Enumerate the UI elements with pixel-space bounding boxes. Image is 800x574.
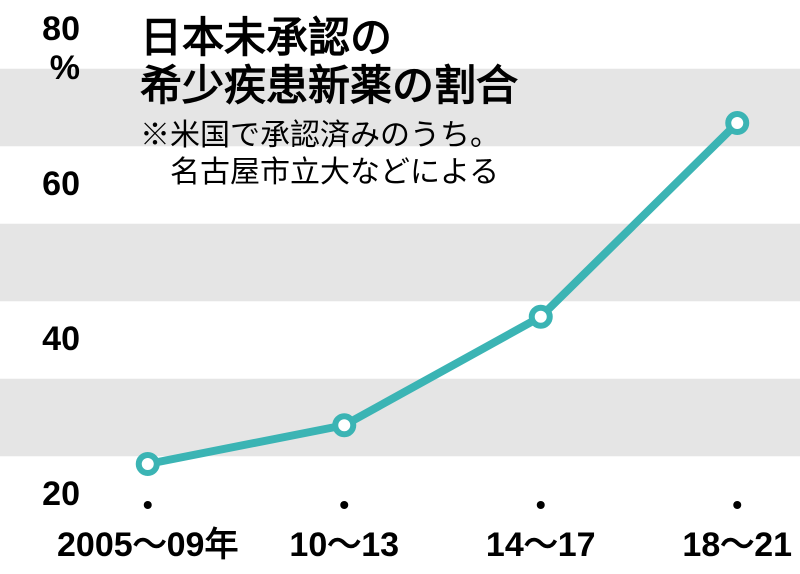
line-chart: 日本未承認の 希少疾患新薬の割合 ※米国で承認済みのうち。 名古屋市立大などによ… <box>0 0 800 574</box>
chart-subtitle: ※米国で承認済みのうち。 名古屋市立大などによる <box>140 117 500 192</box>
y-unit-label: % <box>10 49 80 88</box>
chart-title: 日本未承認の 希少疾患新薬の割合 <box>140 14 518 111</box>
x-tick-label: 14〜17 <box>431 517 651 566</box>
data-marker <box>335 416 353 434</box>
data-marker <box>728 114 746 132</box>
title-line-2: 希少疾患新薬の割合 <box>140 62 518 110</box>
subtitle-line-2: 名古屋市立大などによる <box>140 154 500 192</box>
grid-band <box>0 224 800 302</box>
y-tick-label: 40 <box>10 320 80 359</box>
y-tick-label: 60 <box>10 165 80 204</box>
x-tick-dot <box>144 501 152 509</box>
y-tick-label: 80 <box>10 10 80 49</box>
y-tick-label: 20 <box>10 475 80 514</box>
x-tick-label: 10〜13 <box>234 517 454 566</box>
subtitle-line-1: ※米国で承認済みのうち。 <box>140 117 500 155</box>
x-tick-dot <box>340 501 348 509</box>
x-tick-label: 2005〜09年 <box>38 517 258 566</box>
x-tick-label: 18〜21 <box>627 517 800 566</box>
title-line-1: 日本未承認の <box>140 14 518 62</box>
data-marker <box>532 308 550 326</box>
data-marker <box>139 455 157 473</box>
x-tick-dot <box>537 501 545 509</box>
x-tick-dot <box>733 501 741 509</box>
